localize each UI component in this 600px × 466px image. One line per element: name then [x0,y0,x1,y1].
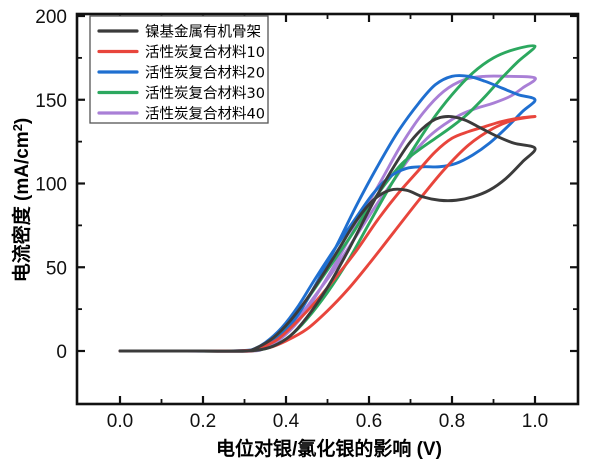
y-tick-label: 150 [35,91,67,112]
x-tick-label: 0.6 [356,411,382,432]
legend-label: 活性炭复合材料30 [145,84,265,102]
y-axis-title-group: 电流密度 (mA/cm2) [10,118,33,283]
minor-tick-marks [77,14,578,404]
y-tick-label: 50 [46,258,67,279]
y-tick-labels: 0 50 100 150 200 [35,7,67,363]
x-tick-label: 0.2 [190,411,216,432]
y-axis-title: 电流密度 (mA/cm2) [10,118,33,283]
legend-label: 镍基金属有机骨架 [145,24,261,41]
x-tick-label: 0.8 [439,411,465,432]
data-curves [118,44,537,353]
legend-box [89,15,269,124]
x-tick-label: 0.0 [107,411,133,432]
x-axis-title: 电位对银/氯化银的影响 (V) [216,437,442,460]
legend-label: 活性炭复合材料10 [145,43,265,61]
y-tick-label: 0 [56,342,67,363]
legend-label: 活性炭复合材料20 [145,64,265,82]
legend-label: 活性炭复合材料40 [145,105,265,123]
y-tick-label: 100 [35,175,67,196]
y-tick-label: 200 [35,7,67,28]
x-tick-label: 1.0 [522,411,548,432]
series-curve [118,115,537,353]
series-curve [118,115,537,353]
x-tick-label: 0.4 [273,411,300,432]
x-tick-labels: 0.0 0.2 0.4 0.6 0.8 1.0 [107,411,548,432]
